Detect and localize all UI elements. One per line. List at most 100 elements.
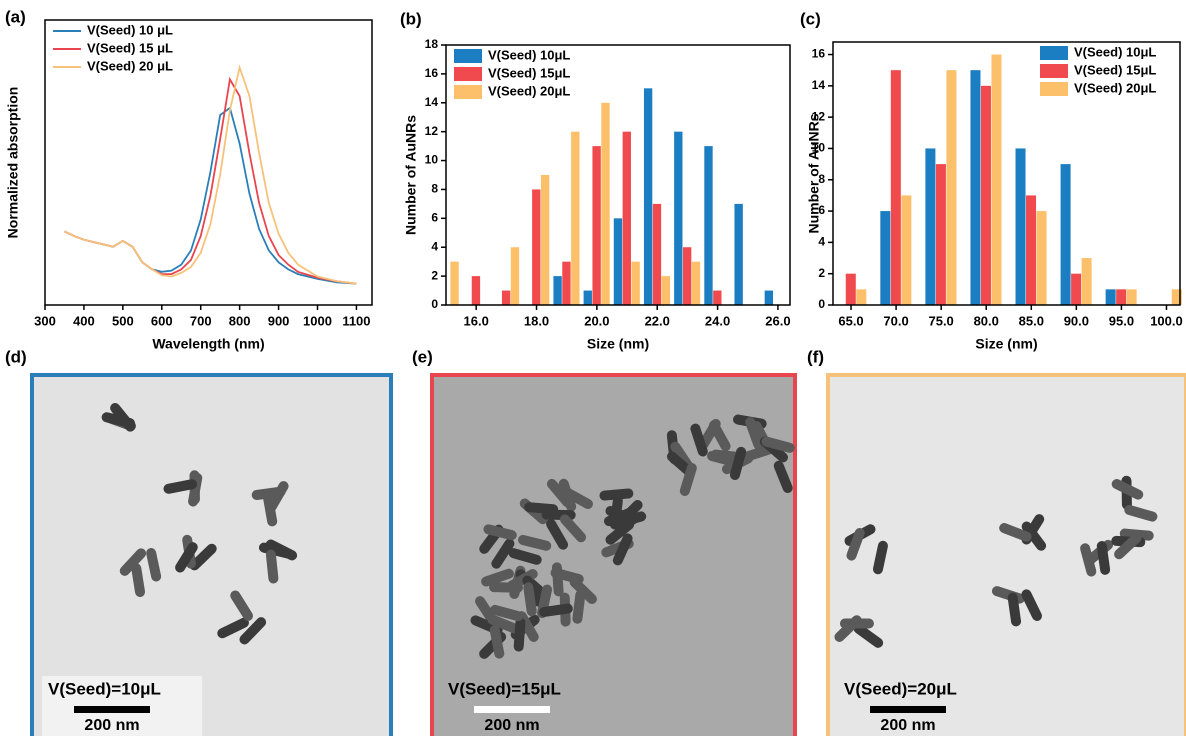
bar xyxy=(845,273,856,305)
nanorod xyxy=(523,582,537,617)
legend-swatch xyxy=(1040,64,1068,78)
nanorod xyxy=(550,567,584,585)
bar xyxy=(1071,273,1082,305)
y-tick-label: 2 xyxy=(431,268,438,282)
x-tick-label: 75.0 xyxy=(928,313,953,328)
x-tick-label: 100.0 xyxy=(1150,313,1183,328)
caption: V(Seed)=10μL xyxy=(48,679,161,698)
bar xyxy=(601,102,610,306)
bar xyxy=(682,247,692,305)
x-tick-label: 90.0 xyxy=(1064,313,1089,328)
nanorod xyxy=(1021,589,1042,621)
scale-label: 200 nm xyxy=(484,717,539,734)
y-tick-label: 2 xyxy=(818,266,825,280)
legend-swatch xyxy=(454,67,482,81)
legend-label: V(Seed) 15μL xyxy=(1074,62,1156,77)
bar xyxy=(501,290,511,305)
bar xyxy=(553,276,562,305)
bar xyxy=(652,203,662,305)
y-tick-label: 0 xyxy=(431,297,438,311)
nanorod xyxy=(189,543,217,571)
nanorod xyxy=(146,548,162,582)
y-tick-label: 4 xyxy=(818,235,825,249)
y-axis-label: Normalized absorption xyxy=(5,87,21,239)
y-tick-label: 4 xyxy=(431,239,438,253)
x-tick-label: 600 xyxy=(151,313,173,328)
bar xyxy=(1171,289,1182,305)
nanorod xyxy=(605,519,635,545)
x-tick-label: 85.0 xyxy=(1019,313,1044,328)
x-axis-label: Size (nm) xyxy=(587,336,649,352)
nanorod xyxy=(508,548,542,565)
y-tick-label: 8 xyxy=(431,182,438,196)
nanorod xyxy=(239,617,267,645)
bar xyxy=(1116,289,1127,305)
nanorod xyxy=(872,540,888,575)
nanorod xyxy=(1111,479,1144,500)
nanorod xyxy=(1007,592,1022,627)
bar xyxy=(592,146,601,305)
bar xyxy=(970,70,981,305)
nanorod xyxy=(558,478,577,512)
nanorod xyxy=(481,568,514,587)
x-tick-label: 500 xyxy=(112,313,134,328)
x-tick-label: 1000 xyxy=(303,313,332,328)
tem-image xyxy=(826,373,1186,741)
x-tick-label: 80.0 xyxy=(974,313,999,328)
x-tick-label: 22.0 xyxy=(645,313,670,328)
bar xyxy=(1081,258,1092,305)
bar xyxy=(583,290,592,305)
bar xyxy=(532,189,541,305)
legend-swatch xyxy=(1040,46,1068,60)
x-axis-label: Size (nm) xyxy=(975,336,1037,352)
caption: V(Seed)=20μL xyxy=(844,679,957,698)
y-axis-label: Number of AuNRs xyxy=(806,113,822,233)
nanorod xyxy=(839,618,874,629)
nanorod xyxy=(1114,532,1142,560)
legend-swatch xyxy=(1040,82,1068,96)
bar xyxy=(901,195,912,305)
legend-label: V(Seed) 20 μL xyxy=(87,58,173,73)
bar xyxy=(1036,211,1047,305)
y-tick-label: 6 xyxy=(818,203,825,217)
nanorod xyxy=(599,488,634,501)
bar xyxy=(890,70,901,305)
nanorod xyxy=(761,436,795,453)
legend-label: V(Seed) 10 μL xyxy=(87,22,173,37)
y-tick-label: 12 xyxy=(812,109,826,123)
legend-label: V(Seed) 10μL xyxy=(488,47,570,62)
legend-label: V(Seed) 10μL xyxy=(1074,44,1156,59)
y-tick-label: 10 xyxy=(812,141,826,155)
nanorod xyxy=(745,417,764,450)
bar xyxy=(713,290,722,305)
bar xyxy=(1126,289,1137,305)
bar xyxy=(674,131,683,305)
x-tick-label: 18.0 xyxy=(524,313,549,328)
bar xyxy=(946,70,957,305)
nanorod xyxy=(572,589,586,624)
x-tick-label: 70.0 xyxy=(883,313,908,328)
bar xyxy=(622,131,631,305)
nanorod xyxy=(773,460,793,494)
panel-label: (e) xyxy=(412,347,433,366)
plot-frame xyxy=(445,44,791,306)
nanorod xyxy=(853,623,884,648)
x-tick-label: 700 xyxy=(190,313,212,328)
nanorod xyxy=(1096,541,1111,575)
bar xyxy=(562,261,571,305)
bar xyxy=(1060,164,1071,305)
nanorod xyxy=(546,518,569,550)
panel-label: (b) xyxy=(400,9,422,28)
nanorod xyxy=(487,614,520,634)
nanorod xyxy=(559,514,587,543)
x-tick-label: 65.0 xyxy=(838,313,863,328)
nanorod xyxy=(690,423,708,457)
bar xyxy=(704,146,713,305)
bar xyxy=(691,261,701,305)
y-axis-label: Number of AuNRs xyxy=(403,115,419,235)
scale-label: 200 nm xyxy=(84,717,139,734)
nanorod xyxy=(539,603,573,617)
nanorod xyxy=(729,446,747,481)
nanorod xyxy=(999,523,1032,542)
